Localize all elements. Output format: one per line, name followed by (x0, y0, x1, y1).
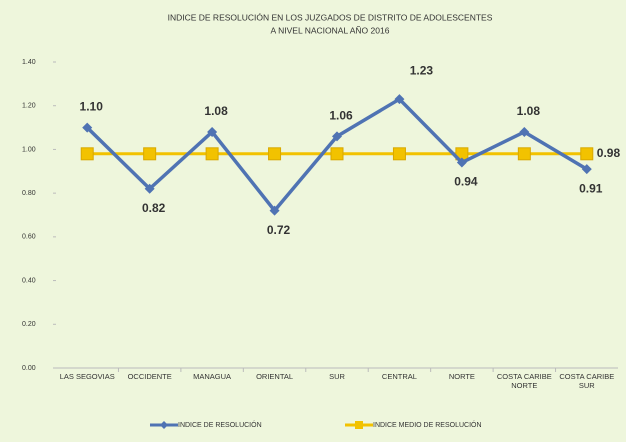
y-tick-label: 0.00 (22, 365, 36, 372)
x-tick-label: ORIENTAL (256, 372, 294, 381)
marker (205, 147, 219, 161)
marker (144, 183, 155, 194)
x-tick-label: NORTE (448, 372, 475, 381)
legend-label: INDICE DE RESOLUCIÓN (178, 420, 262, 429)
value-label: 1.10 (80, 100, 104, 114)
y-tick-label: 1.40 (22, 59, 36, 66)
y-tick-label: 1.20 (22, 103, 36, 110)
y-tick-label: 1.00 (22, 146, 36, 153)
x-tick-label: COSTA CARIBE SUR (559, 372, 615, 390)
marker (394, 94, 405, 105)
legend-label: INDICE MEDIO DE RESOLUCIÓN (373, 420, 482, 429)
marker (268, 147, 282, 161)
marker (330, 147, 344, 161)
marker (392, 147, 406, 161)
x-tick-label: COSTA CARIBE NORTE (496, 372, 552, 390)
x-tick-label: OCCIDENTE (127, 372, 172, 381)
marker (332, 131, 342, 142)
marker (580, 147, 594, 161)
y-tick-label: 0.60 (22, 234, 36, 241)
x-tick-label: CENTRAL (381, 372, 417, 381)
marker (80, 147, 94, 161)
value-label: 0.91 (579, 181, 603, 195)
marker (519, 126, 530, 137)
value-label: 0.82 (142, 201, 166, 215)
value-label: 1.23 (410, 63, 434, 77)
marker (143, 147, 157, 161)
marker (456, 157, 467, 168)
y-tick-label: 0.80 (22, 190, 36, 197)
x-tick-label: MANAGUA (193, 372, 232, 381)
marker (82, 122, 93, 133)
value-label: 0.72 (267, 223, 291, 237)
y-tick-label: 0.40 (22, 277, 36, 284)
chart-subtitle: A NIVEL NACIONAL AÑO 2016 (271, 25, 390, 35)
value-label: 0.98 (597, 146, 621, 160)
x-tick-label: LAS SEGOVIAS (59, 372, 115, 381)
x-tick-label: SUR (329, 372, 345, 381)
y-tick-label: 0.20 (22, 321, 36, 328)
value-label: 1.08 (517, 104, 541, 118)
value-label: 0.94 (454, 175, 478, 189)
chart-title: INDICE DE RESOLUCIÓN EN LOS JUZGADOS DE … (168, 12, 493, 22)
value-label: 1.08 (204, 104, 228, 118)
value-label: 1.06 (329, 108, 353, 122)
legend-marker (355, 421, 363, 429)
marker (517, 147, 531, 161)
marker (269, 205, 280, 216)
marker (207, 126, 218, 137)
marker (581, 164, 592, 175)
legend-marker (160, 421, 168, 429)
